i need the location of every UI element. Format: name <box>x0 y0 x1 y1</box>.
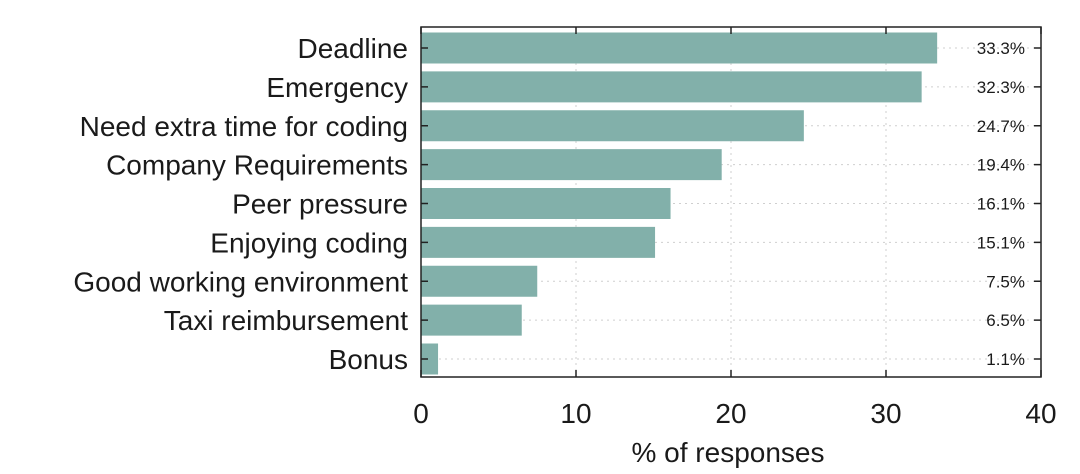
data-label: 19.4% <box>977 156 1025 175</box>
x-axis-title: % of responses <box>632 437 825 468</box>
category-label: Company Requirements <box>106 150 408 181</box>
category-label: Bonus <box>329 344 408 375</box>
bar <box>421 110 804 142</box>
data-label: 7.5% <box>986 272 1025 291</box>
bars <box>421 32 938 375</box>
bar <box>421 343 439 375</box>
x-tick-label: 10 <box>560 398 591 429</box>
bar <box>421 188 671 219</box>
bar <box>421 32 938 64</box>
axis-ticks <box>420 27 1042 377</box>
category-label: Emergency <box>266 72 408 103</box>
data-label: 6.5% <box>986 311 1025 330</box>
data-label: 16.1% <box>977 195 1025 214</box>
category-label: Deadline <box>297 33 408 64</box>
bar <box>421 304 522 336</box>
bar <box>421 71 922 103</box>
data-label: 15.1% <box>977 233 1025 252</box>
data-label: 33.3% <box>977 39 1025 58</box>
data-label: 1.1% <box>986 350 1025 369</box>
x-tick-label: 20 <box>715 398 746 429</box>
x-tick-label: 30 <box>870 398 901 429</box>
x-tick-label: 40 <box>1025 398 1056 429</box>
category-label: Need extra time for coding <box>80 111 408 142</box>
data-label: 24.7% <box>977 117 1025 136</box>
category-label: Peer pressure <box>232 189 408 220</box>
data-labels: 33.3% 32.3% 24.7% 19.4% 16.1% 15.1% 7.5% 6.5% 1.… <box>977 39 1025 369</box>
category-label: Enjoying coding <box>210 227 408 258</box>
category-labels: Deadline Emergency Need extra time for cod… <box>73 33 408 375</box>
bar <box>421 265 538 297</box>
bar <box>421 226 656 258</box>
category-label: Good working environment <box>73 266 408 297</box>
category-label: Taxi reimbursement <box>164 305 409 336</box>
bar <box>421 149 722 181</box>
x-tick-labels: 0 10 20 30 40 <box>413 398 1056 429</box>
x-tick-label: 0 <box>413 398 429 429</box>
data-label: 32.3% <box>977 78 1025 97</box>
